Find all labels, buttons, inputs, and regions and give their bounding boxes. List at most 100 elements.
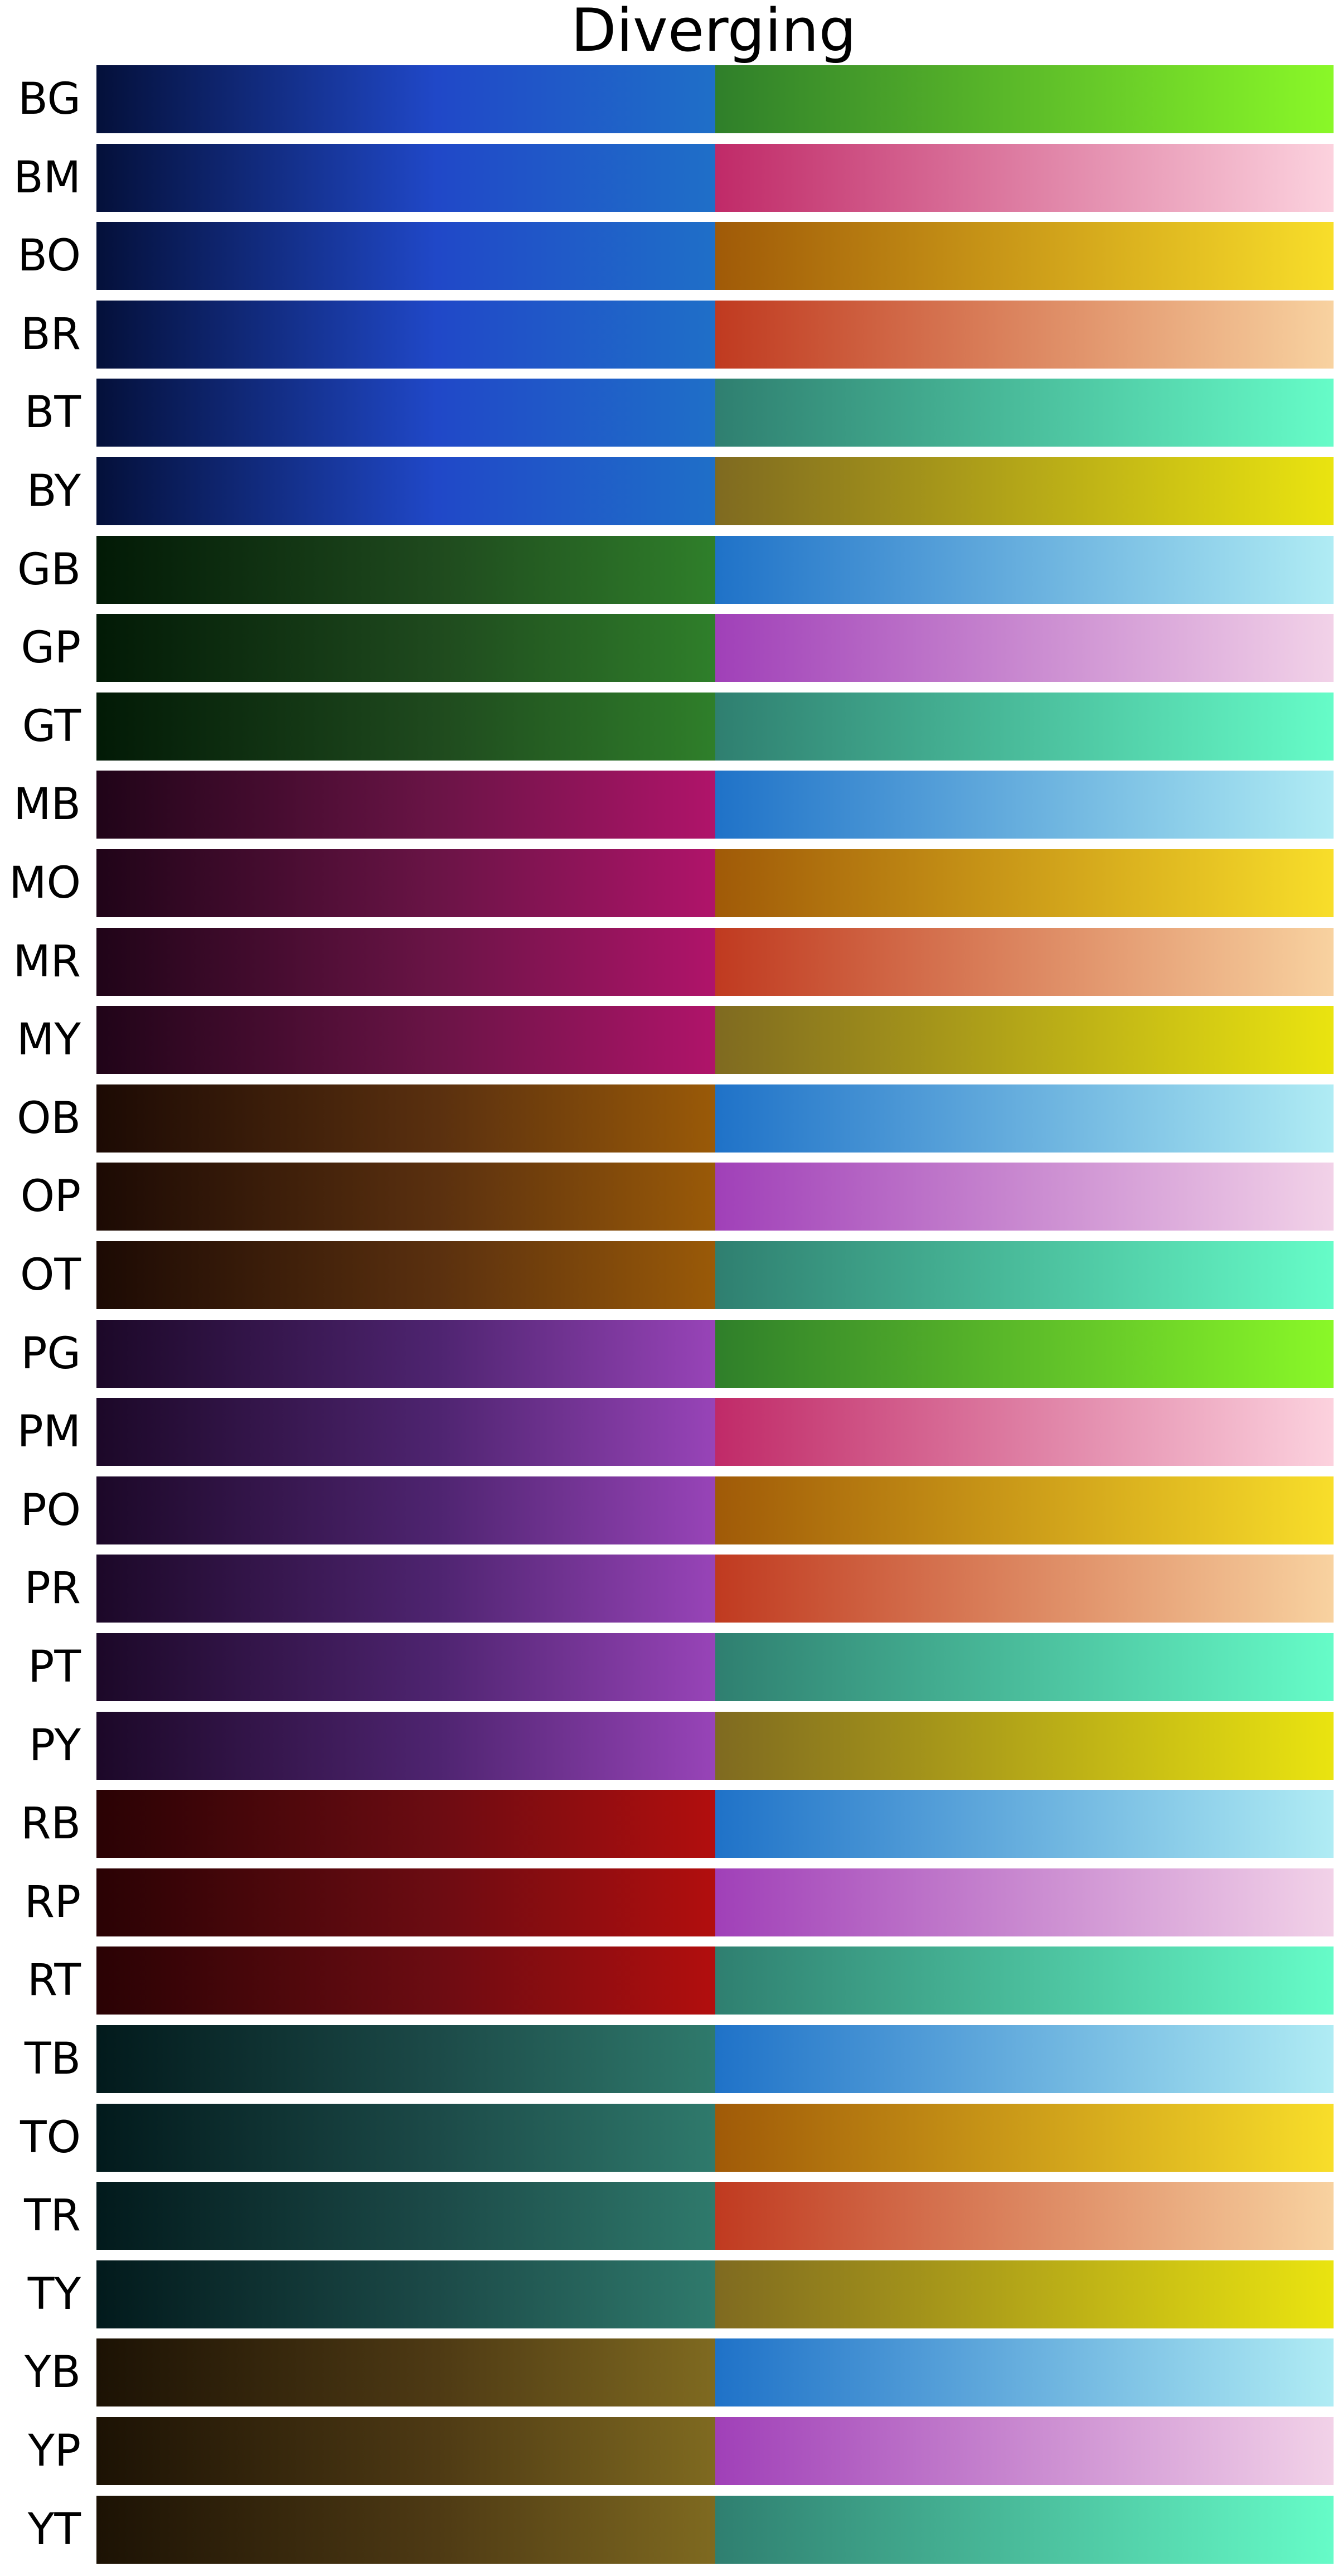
colormap-bar-low <box>96 2103 715 2172</box>
colormap-bar-high <box>715 1084 1334 1153</box>
colormap-label: PO <box>20 1485 81 1536</box>
colormap-row: BY <box>0 455 1338 527</box>
colormap-row: BM <box>0 142 1338 214</box>
colormap-bar-high <box>715 1398 1334 1466</box>
colormap-label: OB <box>17 1093 81 1144</box>
colormap-bar-low <box>96 2182 715 2250</box>
colormap-bar-low <box>96 1319 715 1388</box>
colormap-row: PO <box>0 1474 1338 1547</box>
colormap-label: BG <box>18 74 81 124</box>
colormap-label: MR <box>13 936 81 987</box>
colormap-label: TR <box>24 2191 81 2241</box>
colormap-bar <box>96 1868 1334 1936</box>
colormap-label: YP <box>28 2426 81 2476</box>
colormap-row: PM <box>0 1396 1338 1468</box>
colormap-row: PR <box>0 1552 1338 1625</box>
colormap-row: GP <box>0 612 1338 684</box>
colormap-bar <box>96 771 1334 839</box>
colormap-label: TB <box>24 2034 81 2084</box>
colormap-label: TO <box>20 2112 81 2163</box>
colormap-bar-high <box>715 379 1334 447</box>
colormap-label: BY <box>27 466 81 516</box>
colormap-row: YP <box>0 2415 1338 2487</box>
colormap-label: RT <box>27 1955 81 2006</box>
colormap-bar-high <box>715 1319 1334 1388</box>
colormap-bar-low <box>96 1711 715 1780</box>
colormap-bar-high <box>715 1633 1334 1701</box>
chart-title: Diverging <box>571 0 856 65</box>
colormap-bar <box>96 927 1334 996</box>
colormap-bar <box>96 1946 1334 2015</box>
colormap-bar-low <box>96 2260 715 2328</box>
colormap-bar <box>96 1241 1334 1309</box>
colormap-bar-low <box>96 927 715 996</box>
colormap-bar-high <box>715 1555 1334 1623</box>
colormap-bar-high <box>715 1868 1334 1936</box>
colormap-row: MY <box>0 1004 1338 1076</box>
colormap-bar-high <box>715 2260 1334 2328</box>
colormap-bar-high <box>715 535 1334 604</box>
colormap-bar <box>96 1319 1334 1388</box>
colormap-row: YT <box>0 2493 1338 2566</box>
colormap-bar <box>96 222 1334 290</box>
colormap-bar-low <box>96 2338 715 2407</box>
colormap-bar-high <box>715 300 1334 369</box>
colormap-row: RP <box>0 1866 1338 1939</box>
colormap-bar <box>96 2417 1334 2485</box>
colormap-bar-low <box>96 143 715 212</box>
colormap-bar-low <box>96 1555 715 1623</box>
colormap-bar-high <box>715 1241 1334 1309</box>
colormap-row: BR <box>0 298 1338 371</box>
colormap-bar-low <box>96 535 715 604</box>
colormap-bar <box>96 1555 1334 1623</box>
colormap-bar <box>96 1084 1334 1153</box>
colormap-bar-low <box>96 1790 715 1858</box>
colormap-bar-high <box>715 614 1334 682</box>
colormap-label: BM <box>13 152 81 203</box>
colormap-bar <box>96 692 1334 761</box>
colormap-label: PM <box>17 1407 81 1458</box>
colormap-bar-low <box>96 65 715 133</box>
colormap-bar-high <box>715 143 1334 212</box>
colormap-bar-low <box>96 2025 715 2093</box>
colormap-row: PT <box>0 1631 1338 1703</box>
colormap-bar <box>96 1790 1334 1858</box>
colormap-row: TY <box>0 2258 1338 2331</box>
colormap-bar <box>96 2338 1334 2407</box>
colormap-row: OT <box>0 1239 1338 1311</box>
colormap-bar-high <box>715 1946 1334 2015</box>
colormap-bar <box>96 1398 1334 1466</box>
colormap-label: GP <box>21 623 81 674</box>
colormap-bar-low <box>96 1006 715 1074</box>
colormap-label: PG <box>21 1328 81 1379</box>
colormap-row: PG <box>0 1318 1338 1390</box>
colormap-label: BR <box>21 309 81 360</box>
colormap-bar-high <box>715 457 1334 525</box>
colormap-bar-high <box>715 849 1334 917</box>
colormap-bar-high <box>715 2495 1334 2564</box>
colormap-bar-low <box>96 771 715 839</box>
colormap-bar-low <box>96 379 715 447</box>
colormap-row: RT <box>0 1944 1338 2017</box>
colormap-bar <box>96 379 1334 447</box>
colormap-row: MB <box>0 768 1338 841</box>
colormap-bar-low <box>96 1633 715 1701</box>
colormap-bar-low <box>96 457 715 525</box>
colormap-bar-low <box>96 1163 715 1231</box>
colormap-row: GB <box>0 534 1338 606</box>
colormap-bar <box>96 535 1334 604</box>
colormap-label: YB <box>24 2347 81 2398</box>
colormap-row: TB <box>0 2023 1338 2095</box>
colormap-bar-high <box>715 1163 1334 1231</box>
colormap-bar-high <box>715 222 1334 290</box>
colormap-bar-high <box>715 1476 1334 1544</box>
colormap-label: PR <box>24 1563 81 1614</box>
colormap-bar-high <box>715 2338 1334 2407</box>
colormap-bar <box>96 2495 1334 2564</box>
colormap-bar <box>96 849 1334 917</box>
colormap-bar-high <box>715 1711 1334 1780</box>
colormap-label: MY <box>17 1015 81 1066</box>
colormap-label: RB <box>21 1799 81 1849</box>
colormap-label: YT <box>27 2504 81 2555</box>
